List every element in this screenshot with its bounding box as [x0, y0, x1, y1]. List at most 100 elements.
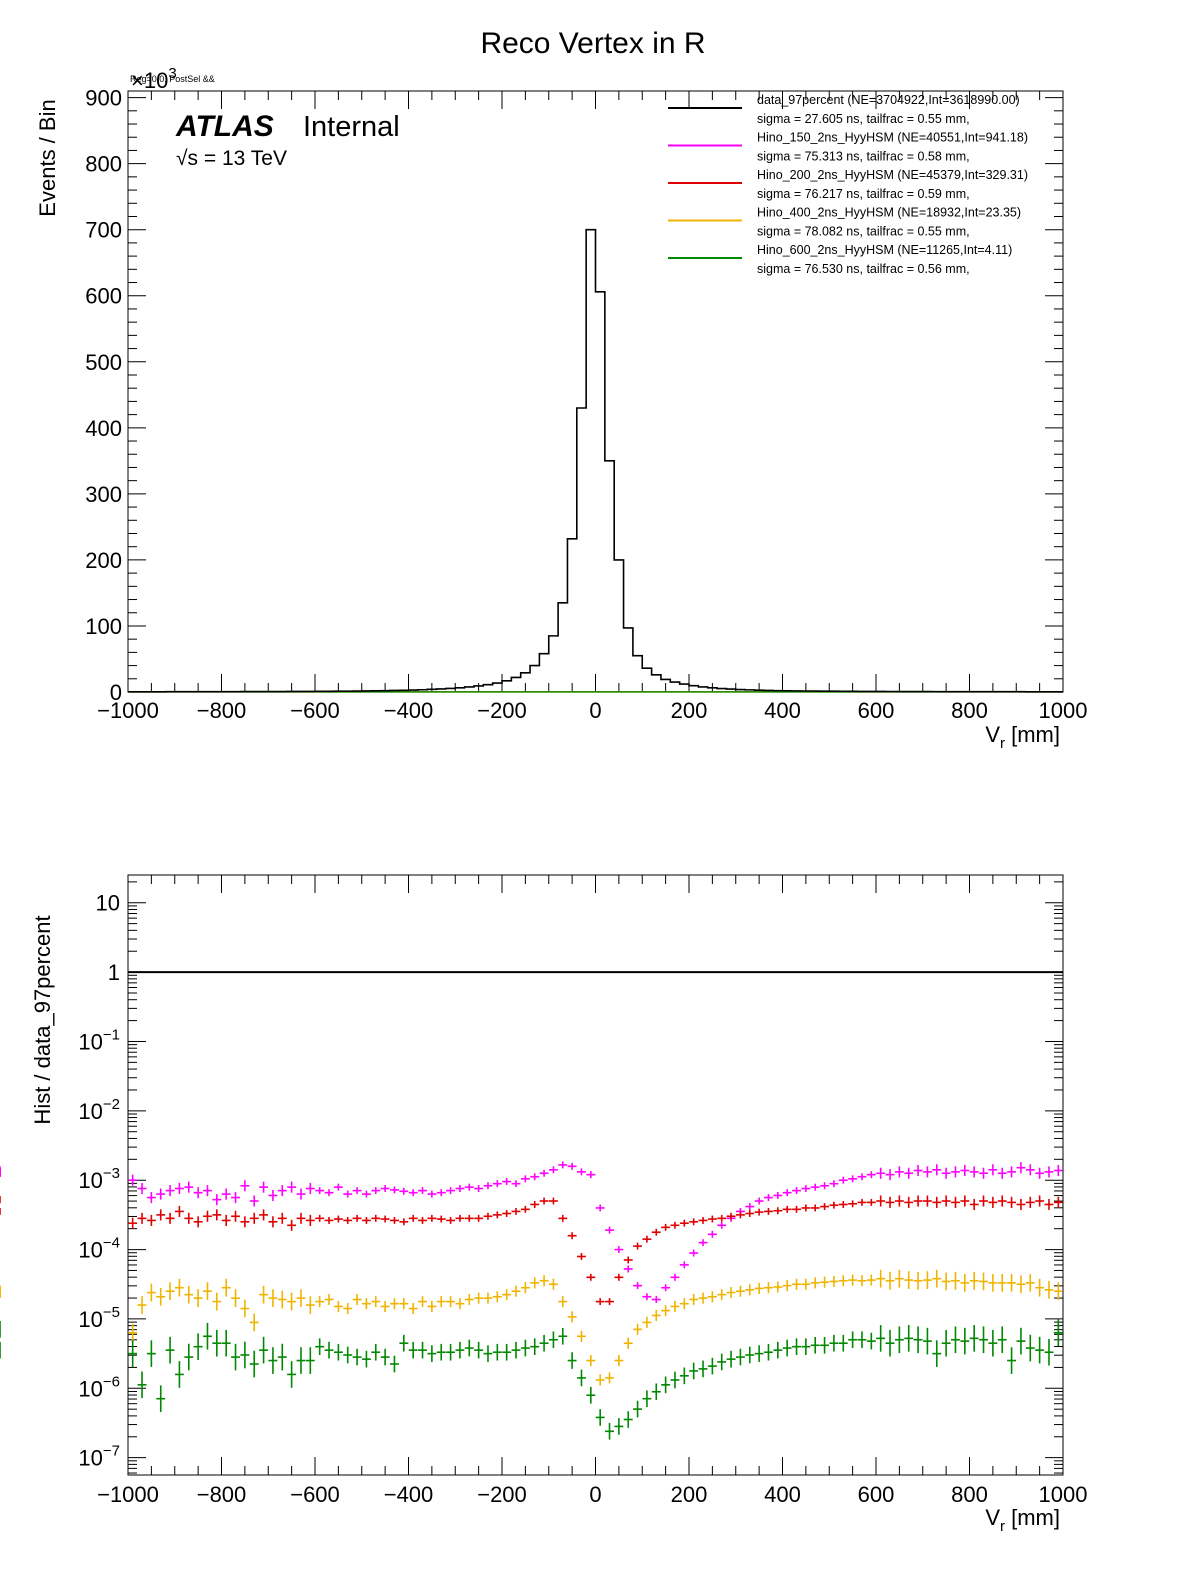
ratio-point: [511, 1341, 521, 1359]
ratio-point: [174, 1361, 184, 1388]
ratio-point: [333, 1300, 343, 1312]
ratio-point: [605, 1372, 614, 1384]
ratio-point: [922, 1166, 932, 1178]
ratio-point: [567, 1162, 577, 1170]
ratio-point: [941, 1272, 951, 1291]
ratio-point: [343, 1346, 353, 1364]
bottom-panel: −1000 −800 −600 −400 −200 0 200 400 600 800 1000 10…: [0, 874, 1087, 1535]
ratio-point: [679, 1261, 689, 1269]
ratio-point: [838, 1275, 848, 1287]
ratio-point: [1053, 1164, 1063, 1177]
ratio-point: [174, 1205, 184, 1217]
bottom-xlabel: Vr [mm]: [985, 1505, 1060, 1535]
ratio-point: [221, 1278, 231, 1297]
ratio-point: [792, 1205, 801, 1213]
ratio-point: [231, 1210, 240, 1222]
ratio-point: [894, 1195, 904, 1207]
ratio-point: [399, 1298, 409, 1310]
ratio-point: [184, 1212, 194, 1224]
ratio-point: [595, 1409, 605, 1426]
ratio-point: [174, 1278, 184, 1297]
ratio-point: [820, 1336, 830, 1354]
ratio-point: [1035, 1336, 1045, 1364]
ratio-point: [951, 1166, 960, 1178]
ratio-point: [446, 1187, 456, 1195]
ratio-point: [595, 1204, 605, 1212]
ratio-point: [287, 1181, 297, 1193]
ratio-point: [894, 1326, 904, 1354]
ratio-point: [156, 1287, 166, 1306]
ratio-point: [156, 1385, 166, 1413]
ratio-point: [203, 1210, 212, 1222]
ratio-point: [633, 1400, 643, 1418]
ratio-point: [277, 1290, 287, 1309]
bottom-xtick-label: −800: [197, 1482, 247, 1507]
top-axes: −1000 −800 −600 −400 −200 0 200 400 600 800 1000 0 1…: [85, 86, 1087, 723]
ratio-point: [586, 1273, 596, 1281]
ratio-point: [689, 1249, 699, 1257]
ratio-point: [754, 1345, 764, 1362]
chart-title: Reco Vertex in R: [480, 27, 705, 60]
ratio-point: [296, 1289, 306, 1307]
ratio-point: [427, 1345, 437, 1362]
ratio-point: [801, 1338, 811, 1355]
bottom-ylabel: Hist / data_97percent: [30, 915, 55, 1124]
ratio-point: [633, 1242, 643, 1250]
ratio-point: [810, 1183, 820, 1191]
ratio-point: [249, 1313, 259, 1332]
ratio-point: [418, 1341, 427, 1359]
ratio-point: [904, 1271, 914, 1289]
ratio-point: [735, 1211, 745, 1219]
ratio-point: [941, 1329, 951, 1357]
ratio-point: [951, 1196, 960, 1208]
ratio-point: [520, 1282, 530, 1294]
ratio-point: [614, 1355, 624, 1367]
ratio-point: [633, 1323, 643, 1335]
ratio-point: [399, 1218, 409, 1226]
ratio-point: [268, 1189, 278, 1202]
ratio-point: [979, 1167, 988, 1179]
ratio-point: [156, 1209, 166, 1221]
ratio-point: [979, 1272, 988, 1291]
ratio-point: [894, 1269, 904, 1288]
ratio-point: [361, 1298, 371, 1310]
ratio-point: [960, 1327, 970, 1355]
ratio-point: [1016, 1275, 1026, 1294]
ratio-point: [446, 1343, 456, 1361]
ratio-point: [511, 1207, 521, 1215]
ratio-point: [287, 1361, 297, 1388]
ratio-point: [1044, 1338, 1054, 1366]
ratio-point: [567, 1352, 577, 1369]
ratio-point: [240, 1299, 250, 1318]
bottom-xtick-label: 0: [589, 1482, 601, 1507]
ratio-point: [165, 1185, 175, 1197]
ratio-point: [530, 1277, 540, 1289]
ratio-point: [1016, 1198, 1026, 1211]
ratio-point: [876, 1269, 886, 1288]
bottom-xtick-label: −1000: [97, 1482, 159, 1507]
ratio-point: [137, 1371, 147, 1399]
ratio-point: [689, 1218, 699, 1226]
ratio-series-Hino_150_2ns_HyyHSM: [0, 1161, 1063, 1303]
ratio-point: [259, 1336, 269, 1364]
ratio-point: [642, 1390, 652, 1408]
ratio-point: [287, 1292, 297, 1311]
ratio-point: [857, 1275, 867, 1287]
ratio-point: [455, 1185, 465, 1192]
ratio-point: [333, 1215, 343, 1223]
ratio-point: [764, 1194, 773, 1202]
ratio-point: [436, 1189, 446, 1197]
ratio-point: [941, 1167, 951, 1179]
ratio-point: [810, 1204, 820, 1212]
ratio-point: [268, 1289, 278, 1307]
ratio-point: [969, 1325, 979, 1352]
top-ytick-label: 600: [85, 284, 122, 309]
ratio-point: [390, 1355, 399, 1373]
ratio-point: [193, 1187, 203, 1199]
ratio-point: [605, 1298, 614, 1306]
ratio-point: [773, 1281, 783, 1293]
ratio-point: [427, 1300, 437, 1312]
ratio-point: [745, 1210, 755, 1217]
ratio-point: [1035, 1278, 1045, 1297]
